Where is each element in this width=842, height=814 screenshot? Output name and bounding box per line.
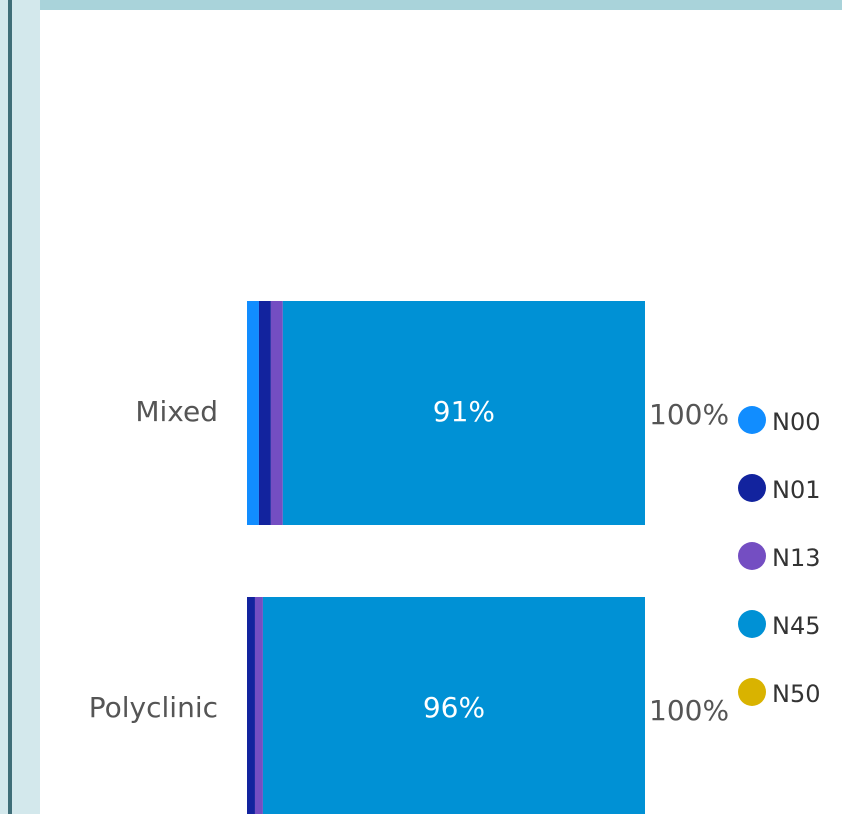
top-band: [40, 0, 842, 10]
legend-marker: [738, 542, 766, 570]
bar-segment: [254, 597, 263, 814]
bar-segment: [247, 301, 259, 525]
bar-segment: [262, 597, 645, 814]
data-label: 96%: [423, 691, 485, 724]
total-label: 100%: [649, 398, 729, 431]
legend-marker: [738, 678, 766, 706]
bar-segment: [258, 301, 271, 525]
legend-label: N50: [772, 680, 821, 708]
legend-label: N00: [772, 408, 821, 436]
legend-label: N13: [772, 544, 821, 572]
category-label: Polyclinic: [89, 691, 218, 724]
legend-label: N01: [772, 476, 821, 504]
category-label: Mixed: [135, 395, 218, 428]
chart: Mixed 91% 100% Polyclinic 96% 100% N00 N01 N13 N4…: [89, 301, 821, 814]
bar-segment: [270, 301, 283, 525]
legend-marker: [738, 474, 766, 502]
bar-segment: [247, 597, 255, 814]
total-label: 100%: [649, 694, 729, 727]
data-label: 91%: [433, 395, 495, 428]
bar-segment: [282, 301, 645, 525]
legend-marker: [738, 406, 766, 434]
legend-marker: [738, 610, 766, 638]
side-stripe: [8, 0, 12, 814]
side-band: [0, 0, 40, 814]
legend-label: N45: [772, 612, 821, 640]
